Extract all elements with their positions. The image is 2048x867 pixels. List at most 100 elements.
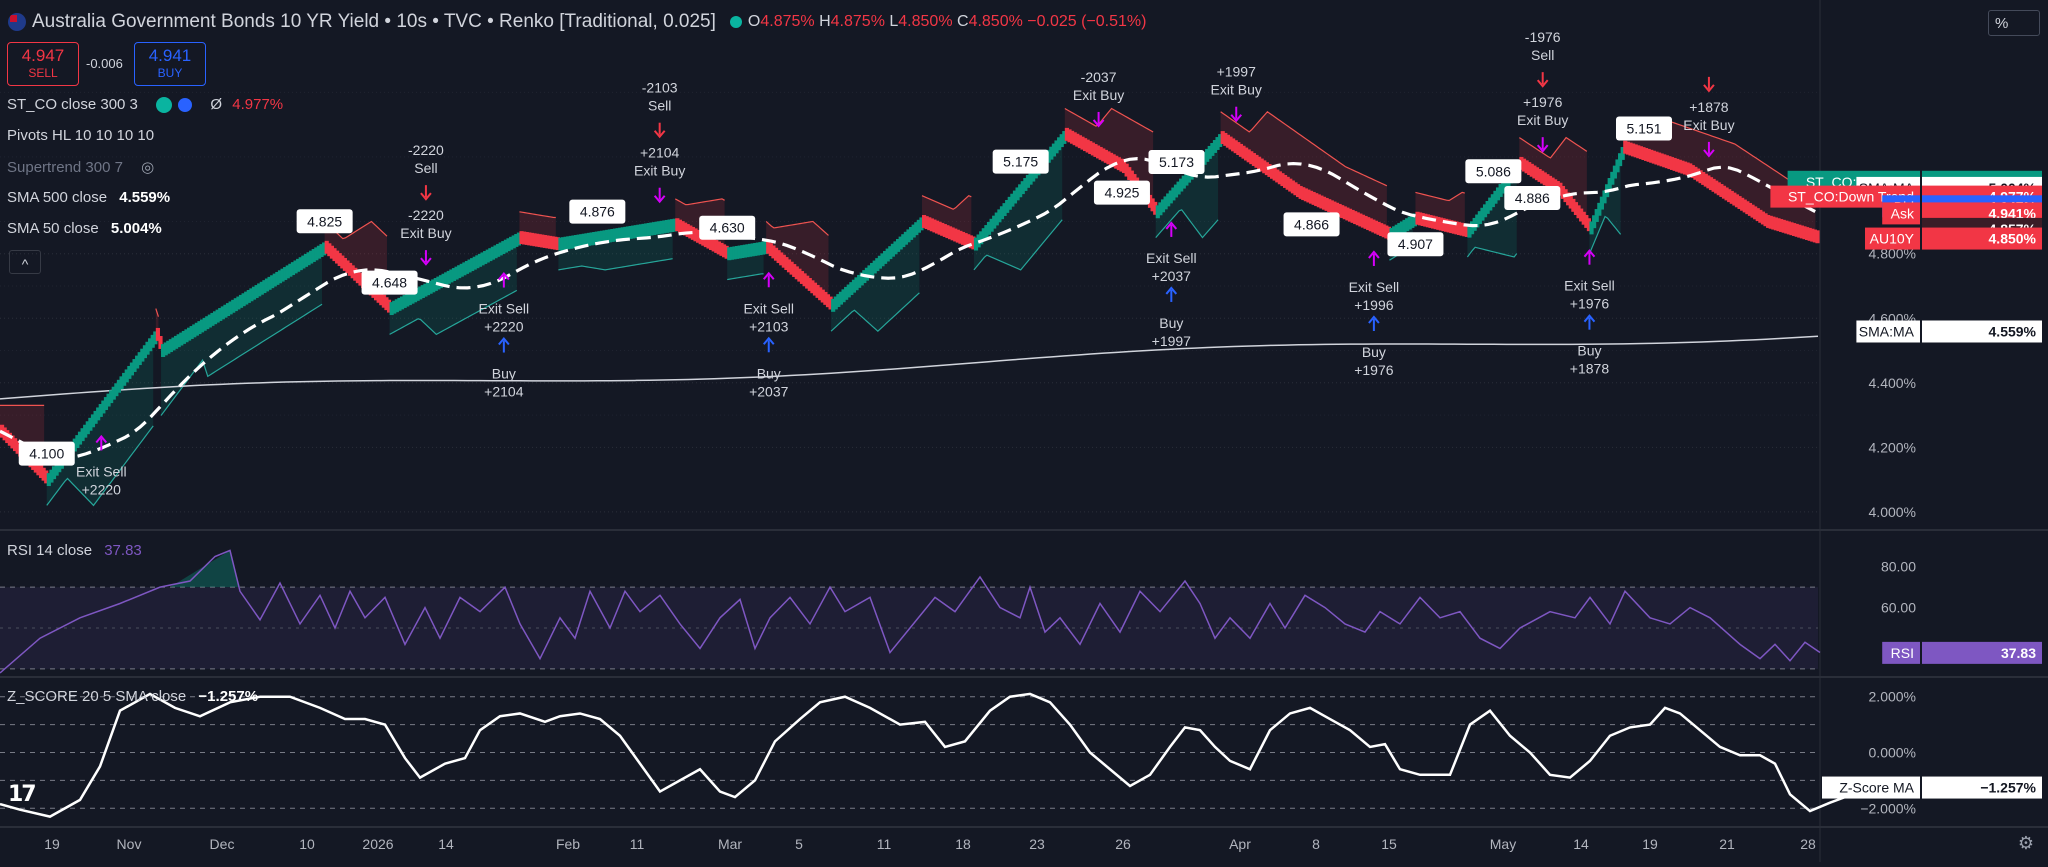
renko-brick [1371,219,1376,233]
legend-pivots[interactable]: Pivots HL 10 10 10 10 [7,127,155,144]
sell-button[interactable]: 4.947 SELL [7,42,79,86]
renko-brick [1794,223,1799,237]
symbol-title[interactable]: Australia Government Bonds 10 YR Yield •… [32,11,716,32]
hidden-eye-icon[interactable]: ◎ [141,159,155,176]
settings-gear-icon[interactable]: ⚙ [2017,833,2034,853]
renko-brick [10,435,15,449]
visibility-icon[interactable] [178,98,193,113]
renko-brick [1220,131,1225,145]
renko-brick [1802,226,1807,240]
axis-label-name: RSI [1891,645,1914,661]
renko-brick [475,255,480,269]
renko-brick [1444,218,1449,232]
signal-label: +2103 [749,318,789,334]
exit-signal[interactable]: +2104 Exit Buy [634,145,685,204]
buy-signal[interactable]: Buy +2037 [749,336,789,399]
renko-brick [1347,208,1353,222]
percent-scale-button[interactable]: % [1988,10,2040,36]
renko-brick [1482,204,1488,218]
sell-signal[interactable]: -1976 Sell [1525,29,1561,88]
renko-brick [942,224,947,237]
legend-sma500[interactable]: SMA 500 close 4.559% [7,189,170,206]
renko-brick [740,245,745,259]
buy-signal[interactable]: Buy +1878 [1570,314,1610,377]
buy-button[interactable]: 4.941 BUY [134,42,206,86]
renko-brick [1488,197,1493,211]
axis-label[interactable]: RSI 37.83 [1882,641,2042,664]
renko-brick [514,233,519,247]
renko-brick [1358,213,1363,227]
exit-signal[interactable]: +1997 Exit Buy [1211,64,1262,123]
sell-signal[interactable]: -2103 Sell [642,80,678,139]
exit-signal[interactable]: Exit Sell +2103 [743,271,794,334]
legend-sma50[interactable]: SMA 50 close 5.004% [7,220,162,237]
time-tick-label: 19 [44,836,60,852]
axis-label[interactable]: AU10Y 4.850% [1865,227,2042,250]
renko-brick [340,255,345,269]
time-tick-label: 11 [877,836,892,852]
renko-brick [851,279,857,293]
exit-signal[interactable]: Exit Sell +1996 [1349,250,1400,313]
axis-label[interactable]: Z-Score MA −1.257% [1822,776,2042,799]
buy-signal[interactable]: Buy +1976 [1354,315,1394,378]
axis-label-value-bg [1922,227,2042,250]
legend-st-co[interactable]: ST_CO close 300 3 Ø 4.977% [7,96,283,114]
exit-signal[interactable]: +1976 Exit Buy [1517,94,1568,153]
exit-signal[interactable]: -2037 Exit Buy [1073,69,1124,128]
buy-signal[interactable]: Buy +2104 [484,336,524,400]
renko-brick [441,273,446,287]
exit-signal[interactable]: Exit Sell +2220 [479,271,530,335]
pivot-price-text: 4.100 [29,446,64,462]
renko-brick [654,221,659,235]
exit-signal[interactable]: Exit Sell +2220 [76,434,127,497]
pivot-price-box [1148,150,1205,175]
exit-signal[interactable]: Exit Sell +1976 [1564,249,1615,312]
axis-label[interactable]: SMA:MA 4.559% [1856,320,2042,343]
axis-label-value: −1.257% [1980,780,2036,796]
renko-brick [927,217,932,231]
legend-supertrend[interactable]: Supertrend 300 7 ◎ [7,158,154,176]
price-tick-label: 4.200% [1869,439,1916,455]
renko-brick [202,317,207,331]
sell-signal[interactable] [1703,76,1715,93]
renko-brick [1108,152,1114,166]
exit-signal[interactable]: +1878 Exit Buy [1683,99,1735,158]
exit-arrow-head [95,434,108,444]
renko-brick [724,245,729,259]
downtrend-line [519,211,556,219]
renko-brick [1425,214,1430,228]
time-tick-label: Apr [1229,836,1251,852]
renko-brick [236,296,241,310]
renko-brick [1737,196,1742,209]
tradingview-logo-icon[interactable]: 17 [8,782,37,807]
renko-brick [1586,218,1592,232]
signal-label: +1878 [1689,99,1729,115]
renko-brick [870,262,875,276]
exit-signal[interactable]: -2220 Exit Buy [400,207,452,266]
exit-signal[interactable]: Exit Sell +2037 [1146,221,1197,284]
pivot-price-label: 4.925 [1093,180,1150,205]
sell-signal[interactable]: -2220 Sell [408,142,444,201]
renko-brick [1254,154,1259,168]
renko-brick [1059,134,1064,148]
renko-brick [470,258,475,272]
renko-brick [1072,132,1077,146]
downtrend-line [765,220,829,236]
price-axis[interactable]: 4.000%4.200%4.400%4.600%4.800%ST_CO:Up T… [1770,170,2042,816]
renko-brick [290,262,296,276]
renko-brick [841,289,846,303]
renko-brick [1664,155,1669,169]
renko-brick [872,260,877,274]
pivot-price-label: 5.175 [992,149,1049,174]
collapse-legend-button[interactable]: ^ [9,250,41,274]
renko-brick [1106,151,1111,165]
renko-brick [124,369,129,383]
legend-zscore[interactable]: Z_SCORE 20 5 SMA close −1.257% [7,688,258,705]
alert-icon[interactable] [156,97,173,114]
renko-brick [1360,214,1366,228]
renko-brick [722,244,727,258]
buy-signal[interactable]: Buy +1997 [1152,286,1192,349]
time-axis[interactable]: 19 Nov Dec 10 2026 14 Feb 11 Mar 5 11 18 23 26 Apr 8 15 M… [44,836,1816,852]
legend-rsi[interactable]: RSI 14 close 37.83 [7,542,142,559]
